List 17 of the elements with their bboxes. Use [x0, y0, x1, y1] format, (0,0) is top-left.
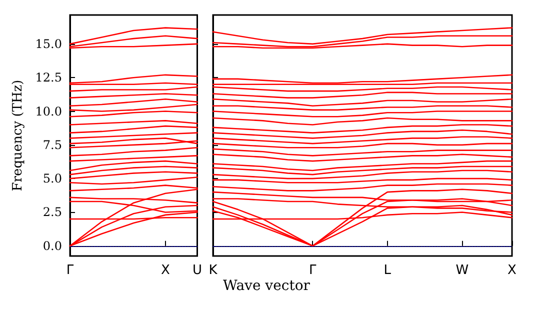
- y-tick-label: 7.5: [42, 138, 62, 152]
- x-axis-title: Wave vector: [222, 278, 311, 294]
- x-tick-label: U: [192, 263, 202, 278]
- x-tick-label: K: [208, 263, 218, 278]
- y-tick-label: 12.5: [35, 70, 62, 85]
- x-tick-label: L: [384, 263, 392, 278]
- x-tick-label: Γ: [309, 263, 318, 278]
- x-tick-label: W: [456, 263, 469, 278]
- y-axis-title: Frequency (THz): [10, 80, 26, 192]
- x-tick-label: X: [508, 263, 517, 278]
- y-tick-label: 15.0: [35, 36, 62, 51]
- x-tick-label: Γ: [66, 263, 74, 278]
- x-tick-label: X: [160, 263, 170, 278]
- y-tick-label: 10.0: [35, 104, 62, 118]
- y-tick-label: 5.0: [42, 172, 62, 186]
- y-tick-label: 0.0: [42, 238, 62, 253]
- y-tick-label: 2.5: [42, 205, 62, 220]
